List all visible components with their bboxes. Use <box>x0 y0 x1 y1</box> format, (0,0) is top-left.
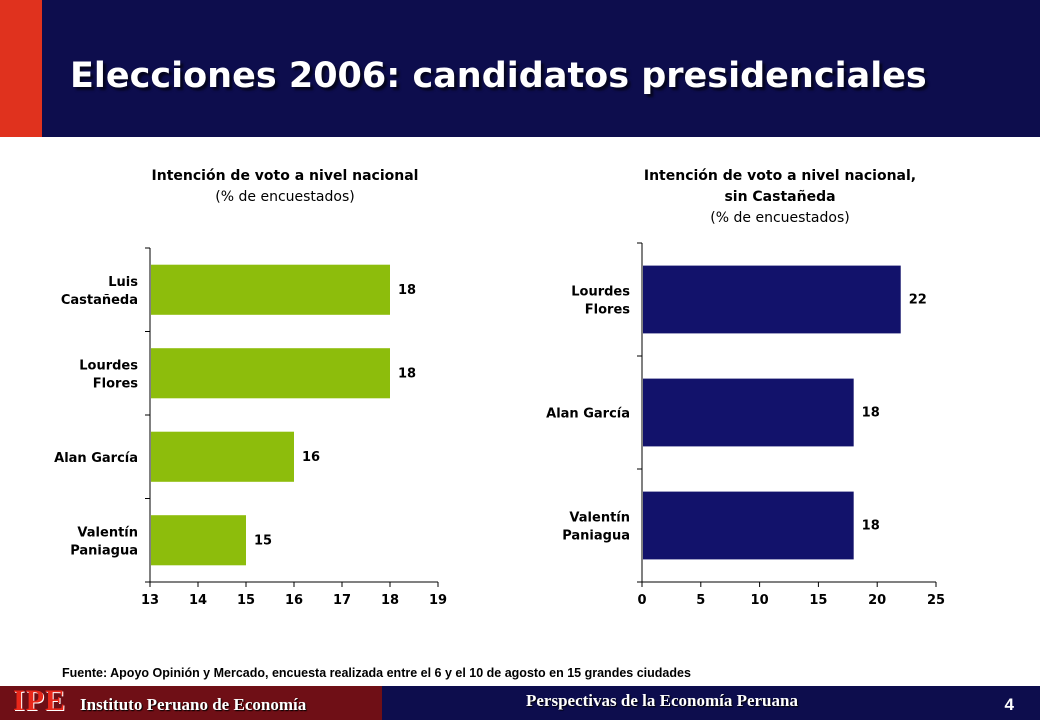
chart2-bar <box>643 491 854 560</box>
chart2-data-label: 22 <box>909 293 927 308</box>
chart2-category-label: Flores <box>585 303 630 318</box>
chart1-x-tick-label: 17 <box>333 593 351 608</box>
chart1-bar <box>151 431 294 482</box>
ipe-logo: IPE <box>13 684 67 717</box>
chart1-category-label: Luis <box>108 275 138 290</box>
page-number: 4 <box>1004 695 1014 714</box>
footer-center-text: Perspectivas de la Economía Peruana <box>526 691 798 710</box>
chart2-category-label: Lourdes <box>571 285 630 300</box>
chart2-x-tick-label: 10 <box>751 593 769 608</box>
chart-2-title-line2: sin Castañeda <box>724 189 836 205</box>
chart2-category-label: Valentín <box>569 511 630 526</box>
chart1-x-tick-label: 13 <box>141 593 159 608</box>
slide-footer: IPE Instituto Peruano de Economía Perspe… <box>0 684 1040 720</box>
footer-institution-panel: IPE Instituto Peruano de Economía <box>0 684 382 720</box>
header-accent-bar <box>0 0 42 137</box>
chart-2-title: Intención de voto a nivel nacional, <box>643 168 917 184</box>
chart1-bar <box>151 515 246 566</box>
chart1-x-tick-label: 18 <box>381 593 399 608</box>
chart2-data-label: 18 <box>862 406 880 421</box>
chart2-category-label: Alan García <box>546 407 630 422</box>
chart2-x-tick-label: 20 <box>868 593 886 608</box>
chart2-x-tick-label: 5 <box>696 593 705 608</box>
chart1-x-tick-label: 19 <box>429 593 447 608</box>
chart-1-heading: Intención de voto a nivel nacional (% de… <box>120 166 450 208</box>
chart-2-vote-intention-without-castaneda: 0 5 10 15 20 25 22 Lourdes Flores 18 Alan García 18… <box>546 242 945 608</box>
chart2-data-label: 18 <box>862 519 880 534</box>
chart2-bar <box>643 378 854 447</box>
chart1-bar <box>151 264 390 315</box>
chart-1-vote-intention: 13 14 15 16 17 18 19 18 Luis Castañeda 18 Lourdes Fl… <box>54 247 447 608</box>
chart2-x-tick-label: 25 <box>927 593 945 608</box>
chart1-category-label: Flores <box>93 376 138 391</box>
slide-header: Elecciones 2006: candidatos presidencial… <box>0 0 1040 137</box>
chart1-category-label: Castañeda <box>61 293 138 308</box>
chart1-category-label: Paniagua <box>70 543 138 558</box>
chart1-x-tick-label: 16 <box>285 593 303 608</box>
chart1-data-label: 16 <box>302 450 320 465</box>
chart1-bar <box>151 348 390 399</box>
chart1-x-tick-label: 14 <box>189 593 207 608</box>
chart2-x-tick-label: 15 <box>809 593 827 608</box>
chart-1-subtitle: (% de encuestados) <box>215 189 355 205</box>
source-note: Fuente: Apoyo Opinión y Mercado, encuest… <box>62 666 691 680</box>
chart2-bar <box>643 265 901 334</box>
chart1-data-label: 15 <box>254 533 272 548</box>
slide-title: Elecciones 2006: candidatos presidencial… <box>70 56 927 96</box>
chart1-category-label: Lourdes <box>79 358 138 373</box>
chart1-category-label: Valentín <box>77 525 138 540</box>
chart1-data-label: 18 <box>398 283 416 298</box>
chart1-category-label: Alan García <box>54 451 138 466</box>
chart2-x-tick-label: 0 <box>637 593 646 608</box>
chart1-data-label: 18 <box>398 366 416 381</box>
chart1-x-tick-label: 15 <box>237 593 255 608</box>
institution-name: Instituto Peruano de Economía <box>80 695 307 714</box>
chart2-category-label: Paniagua <box>562 529 630 544</box>
chart-2-heading: Intención de voto a nivel nacional, sin … <box>600 166 960 229</box>
chart-1-title: Intención de voto a nivel nacional <box>151 168 419 184</box>
chart-2-subtitle: (% de encuestados) <box>710 210 850 226</box>
